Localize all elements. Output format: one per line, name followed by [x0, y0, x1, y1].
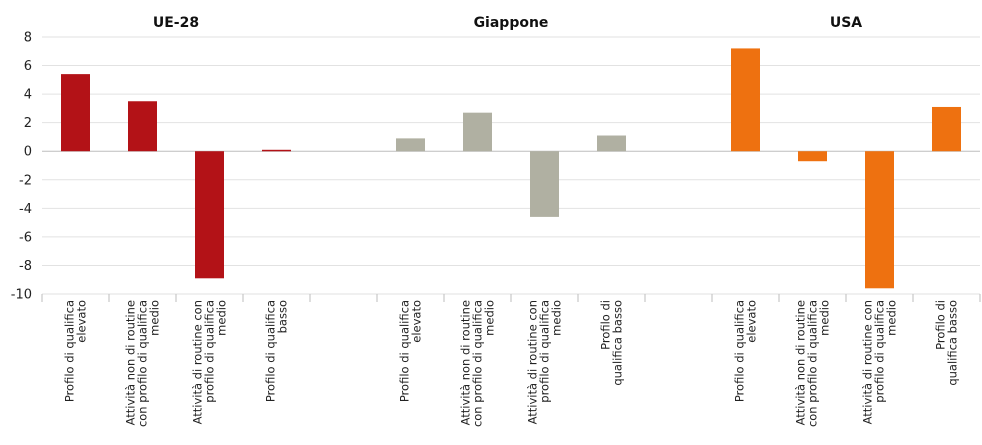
category-label: Attività di routine conprofilo di qualif… [861, 300, 899, 424]
y-tick-label: -10 [11, 288, 32, 303]
category-label-line: Profilo di [934, 300, 948, 350]
panel-title: Giappone [474, 15, 549, 31]
category-label: Attività di routine conprofilo di qualif… [526, 300, 564, 424]
category-label-line: Attività di routine con [526, 300, 540, 424]
category-label-line: qualifica basso [611, 300, 625, 386]
category-label: Profilo diqualifica basso [934, 300, 960, 386]
category-label-line: Profilo di qualifica [398, 300, 412, 402]
category-label: Profilo di qualificaelevato [733, 300, 759, 402]
bar [932, 106, 961, 152]
panel-title: UE-28 [153, 15, 199, 31]
y-tick-label: 2 [24, 116, 32, 131]
category-label-line: medio [215, 300, 229, 336]
bar [731, 48, 760, 152]
category-label-line: profilo di qualifica [873, 300, 887, 403]
category-label-line: profilo di qualifica [203, 300, 217, 403]
category-label: Profilo di qualificabasso [264, 300, 290, 402]
y-tick-label: 4 [24, 88, 32, 103]
bar [195, 151, 224, 279]
category-label: Profilo diqualifica basso [599, 300, 625, 386]
category-label: Attività di routine conprofilo di qualif… [191, 300, 229, 424]
bar [396, 138, 425, 152]
y-tick-label: -8 [19, 259, 32, 274]
category-label: Profilo di qualificaelevato [398, 300, 424, 402]
bar [865, 151, 894, 289]
category-label-line: elevato [75, 300, 89, 343]
category-label-line: Profilo di qualifica [264, 300, 278, 402]
category-label-line: Profilo di qualifica [63, 300, 77, 402]
y-tick-label: 0 [24, 145, 32, 160]
bar [463, 112, 492, 152]
category-label-line: basso [276, 300, 290, 333]
bar [61, 74, 90, 152]
bar [128, 101, 157, 152]
category-label-line: Profilo di [599, 300, 613, 350]
category-label-line: Profilo di qualifica [733, 300, 747, 402]
bar [798, 151, 827, 162]
category-label-line: Attività non di routine [794, 300, 808, 425]
category-label-line: Attività non di routine [459, 300, 473, 425]
y-tick-label: -2 [19, 173, 32, 188]
bar [530, 151, 559, 217]
category-label-line: con profilo di qualifica [136, 300, 150, 427]
y-tick-label: 6 [24, 59, 32, 74]
category-label-line: elevato [410, 300, 424, 343]
category-label-line: Attività non di routine [124, 300, 138, 425]
bar [262, 149, 291, 152]
category-label-line: con profilo di qualifica [806, 300, 820, 427]
category-label-line: Attività di routine con [861, 300, 875, 424]
category-label-line: medio [148, 300, 162, 336]
y-tick-label: -4 [19, 202, 32, 217]
category-label-line: medio [818, 300, 832, 336]
category-label-line: elevato [745, 300, 759, 343]
bar [597, 135, 626, 152]
category-label: Attività non di routinecon profilo di qu… [794, 300, 832, 427]
y-tick-label: -6 [19, 230, 32, 245]
category-label-line: qualifica basso [946, 300, 960, 386]
category-label-line: profilo di qualifica [538, 300, 552, 403]
category-label-line: Attività di routine con [191, 300, 205, 424]
category-label-line: medio [550, 300, 564, 336]
panel-title: USA [830, 15, 862, 31]
category-label: Attività non di routinecon profilo di qu… [459, 300, 497, 427]
category-label-line: con profilo di qualifica [471, 300, 485, 427]
category-label: Profilo di qualificaelevato [63, 300, 89, 402]
category-label: Attività non di routinecon profilo di qu… [124, 300, 162, 427]
y-tick-label: 8 [24, 31, 32, 46]
category-label-line: medio [885, 300, 899, 336]
category-label-line: medio [483, 300, 497, 336]
